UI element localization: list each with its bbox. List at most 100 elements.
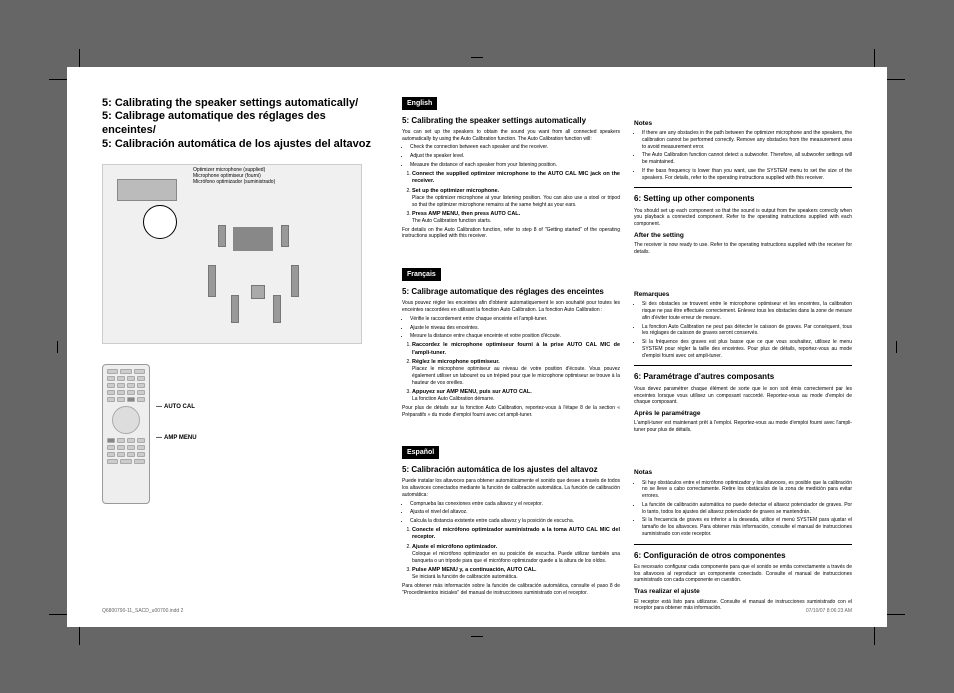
crop-mark bbox=[49, 614, 67, 615]
fr-tail: Pour plus de détails sur la fonction Aut… bbox=[402, 405, 620, 419]
en-b1: Check the connection between each speake… bbox=[410, 144, 620, 151]
fr-s6-p: Vous devez paramétrer chaque élément de … bbox=[634, 386, 852, 406]
en-n3: If the bass frequency is lower than you … bbox=[642, 168, 852, 182]
french-block: Français 5: Calibrage automatique des ré… bbox=[402, 268, 852, 436]
remote-illustration: AUTO CAL AMP MENU bbox=[102, 364, 382, 504]
right-column: English 5: Calibrating the speaker setti… bbox=[402, 97, 852, 597]
crop-mark bbox=[471, 636, 483, 637]
fr-n2: La fonction Auto Calibration ne peut pas… bbox=[642, 324, 852, 338]
en-b3: Measure the distance of each speaker fro… bbox=[410, 162, 620, 169]
fr-b1: Vérifie le raccordement entre chaque enc… bbox=[410, 316, 620, 323]
en-notes-h: Notes bbox=[634, 120, 852, 128]
speaker-icon bbox=[218, 225, 226, 247]
setup-illustration: Optimizer microphone (supplied) Micropho… bbox=[102, 164, 362, 344]
es-tail: Para obtener más información sobre la fu… bbox=[402, 583, 620, 597]
en-s5-intro: You can set up the speakers to obtain th… bbox=[402, 129, 620, 143]
en-step1: Connect the supplied optimizer microphon… bbox=[412, 171, 620, 186]
crop-mark bbox=[896, 341, 897, 353]
fr-col-right: Remarques Si des obstacles se trouvent e… bbox=[634, 287, 852, 436]
en-n1: If there are any obstacles in the path b… bbox=[642, 130, 852, 150]
es-step2: Ajuste el micrófono optimizador.Coloque … bbox=[412, 544, 620, 565]
es-s5-title: 5: Calibración automática de los ajustes… bbox=[402, 465, 620, 475]
english-block: English 5: Calibrating the speaker setti… bbox=[402, 97, 852, 258]
mic-label: Optimizer microphone (supplied) Micropho… bbox=[193, 167, 275, 185]
es-step3: Pulse AMP MENU y, a continuación, AUTO C… bbox=[412, 567, 620, 581]
en-step3: Press AMP MENU, then press AUTO CAL.The … bbox=[412, 211, 620, 225]
fr-b2: Ajuste le niveau des enceintes. bbox=[410, 325, 620, 332]
title-fr: 5: Calibrage automatique des réglages de… bbox=[102, 110, 326, 136]
en-s5-title: 5: Calibrating the speaker settings auto… bbox=[402, 116, 620, 126]
fr-b3: Mesure la distance entre chaque enceinte… bbox=[410, 333, 620, 340]
en-s6-title: 6: Setting up other components bbox=[634, 194, 852, 204]
es-notes-h: Notas bbox=[634, 469, 852, 477]
fr-s5-title: 5: Calibrage automatique des réglages de… bbox=[402, 287, 620, 297]
subwoofer-icon bbox=[251, 285, 265, 299]
es-step1: Conecte el micrófono optimizador suminis… bbox=[412, 527, 620, 542]
footer-right: 07/10/07 8:06:23 AM bbox=[806, 608, 852, 615]
fr-step1: Raccordez le microphone optimiseur fourn… bbox=[412, 342, 620, 357]
speaker-icon bbox=[291, 265, 299, 297]
crop-mark bbox=[887, 614, 905, 615]
lang-header-fr: Français bbox=[402, 268, 441, 281]
fr-s5-intro: Vous pouvez régler les enceintes afin d'… bbox=[402, 300, 620, 314]
fr-col-left: 5: Calibrage automatique des réglages de… bbox=[402, 287, 620, 436]
en-col-left: 5: Calibrating the speaker settings auto… bbox=[402, 116, 620, 258]
left-column: 5: Calibrating the speaker settings auto… bbox=[102, 97, 382, 597]
callout-ampmenu: AMP MENU bbox=[156, 435, 197, 443]
crop-mark bbox=[79, 627, 80, 645]
speaker-icon bbox=[281, 225, 289, 247]
lang-header-es: Español bbox=[402, 446, 439, 459]
fr-s6-title: 6: Paramétrage d'autres composants bbox=[634, 372, 852, 382]
crop-mark bbox=[874, 627, 875, 645]
fr-n1: Si des obstacles se trouvent entre le mi… bbox=[642, 301, 852, 321]
fr-n3: Si la fréquence des graves est plus bass… bbox=[642, 339, 852, 359]
en-n2: The Auto Calibration function cannot det… bbox=[642, 152, 852, 166]
en-step2: Set up the optimizer microphone.Place th… bbox=[412, 188, 620, 209]
es-s6-p: Es necesario configurar cada componente … bbox=[634, 564, 852, 584]
es-b1: Comprueba las conexiones entre cada alta… bbox=[410, 501, 620, 508]
en-tail: For details on the Auto Calibration func… bbox=[402, 227, 620, 241]
es-s6-title: 6: Configuración de otros componentes bbox=[634, 551, 852, 561]
remote-icon bbox=[102, 364, 150, 504]
en-b2: Adjust the speaker level. bbox=[410, 153, 620, 160]
es-n1: Si hay obstáculos entre el micrófono opt… bbox=[642, 480, 852, 500]
speaker-icon bbox=[208, 265, 216, 297]
es-n3: Si la frecuencia de graves es inferior a… bbox=[642, 517, 852, 537]
fr-after-h: Après le paramétrage bbox=[634, 410, 852, 418]
es-b2: Ajusta el nivel del altavoz. bbox=[410, 509, 620, 516]
es-b3: Calcula la distancia existente entre cad… bbox=[410, 518, 620, 525]
fr-after-p: L'ampli-tuner est maintenant prêt à l'em… bbox=[634, 420, 852, 434]
callout-autocal: AUTO CAL bbox=[156, 404, 197, 412]
es-s5-intro: Puede instalar los altavoces para obtene… bbox=[402, 478, 620, 498]
crop-mark bbox=[887, 79, 905, 80]
en-after-p: The receiver is now ready to use. Refer … bbox=[634, 242, 852, 256]
receiver-icon bbox=[117, 179, 177, 201]
es-col-right: Notas Si hay obstáculos entre el micrófo… bbox=[634, 465, 852, 614]
lang-header-en: English bbox=[402, 97, 437, 110]
title-es: 5: Calibración automática de los ajustes… bbox=[102, 138, 371, 150]
es-after-h: Tras realizar el ajuste bbox=[634, 588, 852, 596]
crop-mark bbox=[471, 57, 483, 58]
en-after-h: After the setting bbox=[634, 232, 852, 240]
mic-callout-icon bbox=[143, 205, 177, 239]
tv-icon bbox=[233, 227, 273, 251]
crop-mark bbox=[57, 341, 58, 353]
crop-mark bbox=[79, 49, 80, 67]
fr-step2: Réglez le microphone optimiseur.Placez l… bbox=[412, 359, 620, 387]
remote-callouts: AUTO CAL AMP MENU bbox=[156, 404, 197, 444]
crop-mark bbox=[874, 49, 875, 67]
fr-step3: Appuyez sur AMP MENU, puis sur AUTO CAL.… bbox=[412, 389, 620, 403]
fr-notes-h: Remarques bbox=[634, 291, 852, 299]
es-n2: La función de calibración automática no … bbox=[642, 502, 852, 516]
speaker-icon bbox=[231, 295, 239, 323]
speaker-icon bbox=[273, 295, 281, 323]
crop-mark bbox=[49, 79, 67, 80]
es-col-left: 5: Calibración automática de los ajustes… bbox=[402, 465, 620, 614]
footer-left: Q6800790-11_SACD_u00700.indd 2 bbox=[102, 608, 183, 615]
en-col-right: Notes If there are any obstacles in the … bbox=[634, 116, 852, 258]
page: 5: Calibrating the speaker settings auto… bbox=[67, 67, 887, 627]
title-en: 5: Calibrating the speaker settings auto… bbox=[102, 97, 358, 109]
page-title: 5: Calibrating the speaker settings auto… bbox=[102, 97, 382, 152]
en-s6-p: You should set up each component so that… bbox=[634, 208, 852, 228]
spanish-block: Español 5: Calibración automática de los… bbox=[402, 446, 852, 614]
